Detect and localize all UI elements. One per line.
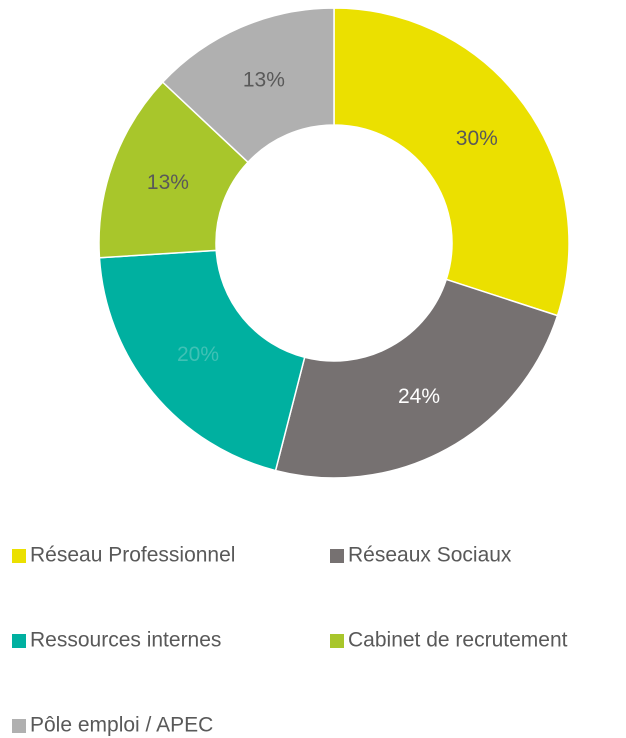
data-label: 13% (243, 69, 285, 92)
legend-swatch (330, 549, 344, 563)
legend-swatch (330, 634, 344, 648)
legend-label: Réseau Professionnel (30, 544, 235, 567)
donut-slice (98, 249, 306, 472)
legend-swatch (12, 549, 26, 563)
data-label: 24% (398, 385, 440, 408)
data-label: 30% (456, 127, 498, 150)
legend-label: Pôle emploi / APEC (30, 714, 213, 737)
donut-slice (274, 278, 559, 479)
legend-label: Ressources internes (30, 629, 221, 652)
legend-label: Cabinet de recrutement (348, 629, 568, 652)
data-label: 13% (147, 171, 189, 194)
legend-swatch (12, 719, 26, 733)
legend-label: Réseaux Sociaux (348, 544, 512, 567)
legend-swatch (12, 634, 26, 648)
donut-slice (98, 81, 250, 259)
data-label: 20% (177, 343, 219, 366)
donut-slice (333, 7, 570, 317)
donut-slice (161, 7, 335, 164)
